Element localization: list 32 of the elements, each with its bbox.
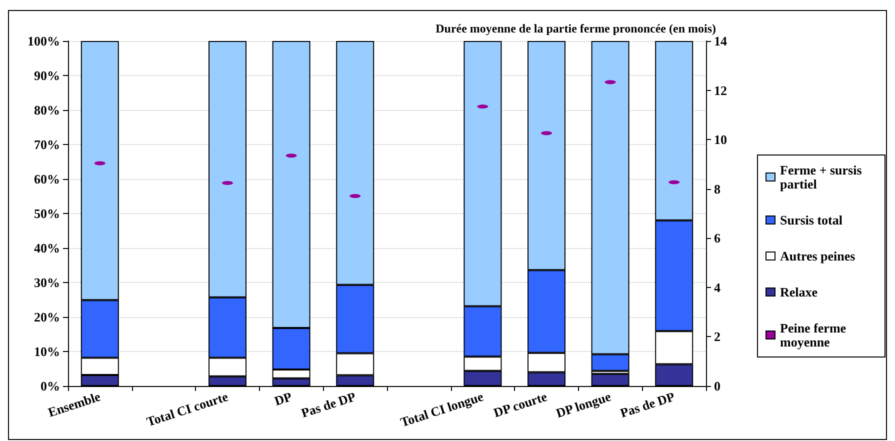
x-tick-label: Total CI courte xyxy=(144,388,230,430)
y2-tick-label: 10 xyxy=(714,132,727,148)
y2-tick-label: 6 xyxy=(714,230,721,246)
y-tick-label: 0% xyxy=(40,378,60,394)
y2-tick-label: 8 xyxy=(714,181,721,196)
y-tick-label: 40% xyxy=(34,240,60,256)
y-tick-label: 10% xyxy=(34,344,60,359)
legend-label: Sursis total xyxy=(780,212,843,228)
y-tick-label: 50% xyxy=(34,206,60,221)
y2-tick-label: 4 xyxy=(714,280,721,295)
x-tick-label: Total CI longue xyxy=(398,388,486,430)
y-tick-label: 20% xyxy=(34,310,60,324)
y2-tick-label: 2 xyxy=(714,329,720,344)
x-tick-label: DP xyxy=(272,388,294,408)
x-tick-label: Pas de DP xyxy=(299,388,358,421)
y-tick-label: 90% xyxy=(34,68,60,83)
y2-axis-title: Durée moyenne de la partie ferme prononcée (en mois) xyxy=(436,22,716,36)
y2-tick-label: 0 xyxy=(714,378,720,394)
y-tick-label: 80% xyxy=(34,102,60,118)
x-tick-label: DP longue xyxy=(554,388,613,421)
legend-label: Autres peines xyxy=(780,248,856,264)
legend-label: Ferme + sursis partiel xyxy=(780,162,866,192)
y-tick-label: 70% xyxy=(34,137,60,152)
y2-tick-label: 12 xyxy=(714,82,727,98)
y-tick-label: 30% xyxy=(34,275,60,290)
x-tick-label: DP courte xyxy=(492,388,550,420)
legend-label: Peine ferme moyenne xyxy=(780,320,850,350)
x-tick-label: Pas de DP xyxy=(618,388,676,421)
legend-label: Relaxe xyxy=(780,284,818,300)
y2-tick-label: 14 xyxy=(714,34,728,48)
y-tick-label: 100% xyxy=(28,34,60,48)
y-tick-label: 60% xyxy=(34,172,60,186)
